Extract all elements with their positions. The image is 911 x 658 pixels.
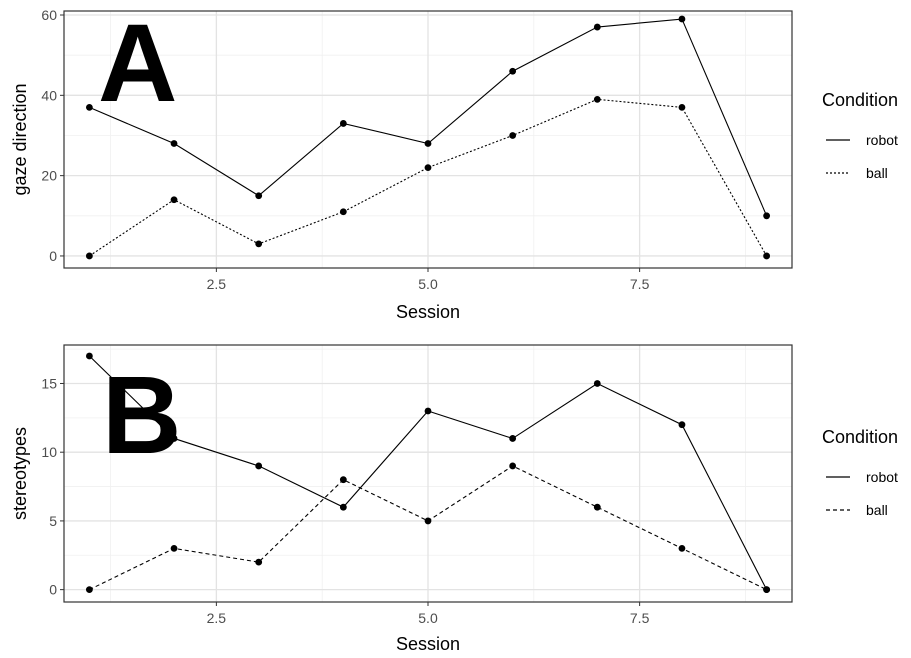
data-point-ball (424, 164, 432, 172)
chart-panel-a: A 0 20 40 60 2.5 5.0 7.5 Session gaze direction Co… (10, 2, 898, 322)
x-tick-label: 5.0 (418, 610, 438, 626)
legend-title: Condition (822, 90, 898, 110)
legend-label-robot: robot (866, 132, 898, 148)
data-point-ball (85, 586, 93, 594)
data-point-robot (339, 503, 347, 511)
panel-letter: B (102, 354, 181, 477)
data-point-ball (255, 558, 263, 566)
panel-letter: A (98, 2, 177, 125)
y-tick-label: 15 (41, 375, 57, 391)
data-point-ball (339, 476, 347, 484)
legend: Condition robot ball (822, 427, 898, 518)
data-point-robot (593, 23, 601, 31)
data-point-ball (509, 462, 517, 470)
legend: Condition robot ball (822, 90, 898, 181)
data-point-ball (170, 196, 178, 204)
data-point-robot (339, 120, 347, 127)
y-tick-label: 0 (49, 582, 57, 598)
legend-label-ball: ball (866, 502, 888, 518)
data-point-ball (678, 103, 686, 111)
data-point-robot (509, 67, 517, 75)
data-point-robot (763, 212, 771, 220)
data-point-robot (85, 352, 93, 360)
data-point-robot (593, 380, 601, 387)
data-point-ball (763, 252, 771, 260)
x-axis-title: Session (396, 634, 460, 654)
data-point-ball (424, 517, 432, 525)
y-tick-label: 5 (49, 513, 57, 529)
legend-label-ball: ball (866, 165, 888, 181)
data-point-robot (170, 435, 178, 442)
x-axis-title: Session (396, 302, 460, 322)
data-point-robot (424, 140, 432, 147)
data-point-ball (170, 545, 178, 552)
data-point-ball (509, 132, 517, 139)
data-point-robot (255, 462, 263, 470)
data-point-robot (85, 103, 93, 111)
x-tick-label: 7.5 (630, 276, 650, 292)
x-tick-label: 2.5 (207, 276, 227, 292)
y-tick-label: 0 (49, 248, 57, 264)
chart-panel-b: B 0 5 10 15 2.5 5.0 7.5 Session stereotypes Condit… (10, 344, 898, 654)
series-line-ball (89, 98, 768, 257)
data-point-robot (255, 192, 263, 200)
y-axis-title: gaze direction (10, 83, 30, 195)
data-point-robot (678, 421, 686, 429)
y-axis-title: stereotypes (10, 427, 30, 520)
data-point-ball (593, 503, 601, 511)
data-point-robot (424, 407, 432, 415)
data-point-ball (339, 208, 347, 216)
x-tick-label: 2.5 (207, 610, 227, 626)
legend-title: Condition (822, 427, 898, 447)
data-point-ball (678, 545, 686, 552)
x-tick-label: 5.0 (418, 276, 438, 292)
data-point-ball (593, 95, 601, 103)
legend-label-robot: robot (866, 469, 898, 485)
data-point-ball (255, 240, 263, 248)
data-point-ball (763, 586, 771, 594)
x-tick-label: 7.5 (630, 610, 650, 626)
data-point-ball (85, 252, 93, 260)
data-point-robot (678, 15, 686, 23)
y-tick-label: 40 (41, 87, 57, 103)
y-tick-label: 20 (41, 168, 57, 184)
y-tick-label: 60 (41, 7, 57, 23)
y-tick-label: 10 (41, 444, 57, 460)
data-point-robot (170, 140, 178, 147)
data-point-robot (509, 435, 517, 442)
